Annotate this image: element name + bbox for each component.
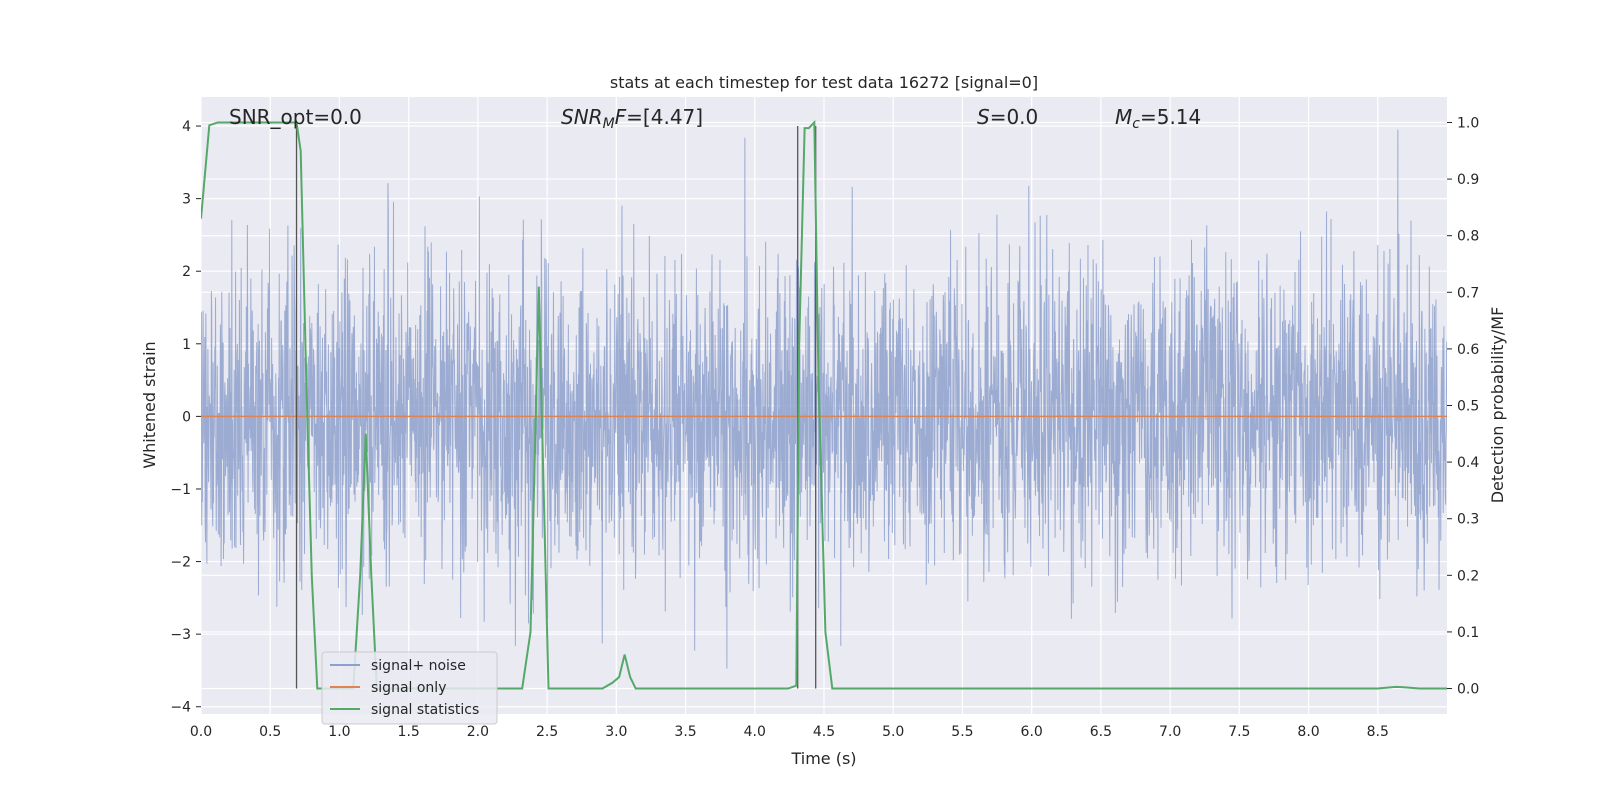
y-tick-label-right: 1.0 [1457,115,1479,131]
y-tick-label-left: 0 [182,409,191,425]
annotation-snr-mf: SNRMF=[4.47] [561,105,703,132]
y-tick-label-right: 0.1 [1457,625,1479,641]
y-tick-label-right: 0.7 [1457,285,1479,301]
mc-sub: c [1132,116,1140,132]
y-tick-label-right: 0.2 [1457,568,1479,584]
annotation-snr-opt: SNR_opt=0.0 [229,105,362,129]
mc-value: =5.14 [1140,105,1201,129]
y-tick-label-left: −1 [170,482,191,498]
x-tick-label: 4.0 [744,724,766,740]
x-tick-label: 3.5 [674,724,696,740]
x-tick-label: 7.5 [1228,724,1250,740]
snr-mf-base: SNR [561,105,603,129]
y-tick-label-left: −3 [170,627,191,643]
legend-box [321,651,498,725]
y-tick-label-left: −4 [170,700,191,716]
legend-label-stats: signal statistics [371,702,479,718]
y-tick-label-left: 3 [182,192,191,208]
x-tick-label: 1.5 [398,724,420,740]
annotation-s: S=0.0 [977,105,1038,129]
snr-mf-value: =[4.47] [626,105,703,129]
y-tick-label-left: 4 [182,119,191,135]
s-value: =0.0 [990,105,1039,129]
legend: signal+ noise signal only signal statist… [321,651,498,725]
signal-statistics-layer [201,120,1447,690]
legend-label-signal: signal only [371,680,446,696]
x-tick-label: 1.0 [328,724,350,740]
y-axis-label-left: Whitened strain [140,341,159,468]
x-tick-label: 3.0 [605,724,627,740]
legend-label-noise: signal+ noise [371,658,466,674]
y-tick-label-right: 0.0 [1457,682,1479,698]
y-tick-label-right: 0.4 [1457,455,1479,471]
x-tick-label: 7.0 [1159,724,1181,740]
tick-labels: 0.0 0.5 1.0 1.5 2.0 2.5 3.0 3.5 4.0 4.5 5.0 5.5 6.0 6… [170,115,1479,740]
x-tick-label: 5.0 [882,724,904,740]
x-tick-label: 8.0 [1297,724,1319,740]
x-axis-label: Time (s) [790,749,856,768]
mc-base: M [1115,105,1132,129]
x-tick-label: 6.5 [1090,724,1112,740]
series-line-signal-noise [201,129,1447,669]
snr-mf-sub1: M [603,116,615,132]
y-tick-label-right: 0.3 [1457,512,1479,528]
snr-mf-sub2: F [615,105,627,129]
x-tick-label: 6.0 [1021,724,1043,740]
x-tick-label: 2.5 [536,724,558,740]
series-layer [201,129,1447,669]
y-tick-label-right: 0.8 [1457,229,1479,245]
x-tick-label: 0.5 [259,724,281,740]
x-tick-label: 0.0 [190,724,212,740]
x-tick-label: 2.0 [467,724,489,740]
x-tick-label: 4.5 [813,724,835,740]
y-tick-label-right: 0.6 [1457,342,1479,358]
y-tick-label-left: 2 [182,264,191,280]
y-tick-label-left: 1 [182,337,191,353]
annotation-mc: Mc=5.14 [1115,105,1201,132]
y-tick-label-right: 0.9 [1457,172,1479,188]
chart-title: stats at each timestep for test data 162… [610,73,1038,92]
x-tick-label: 8.5 [1367,724,1389,740]
y-tick-label-left: −2 [170,555,191,571]
s-base: S [977,105,990,129]
y-axis-label-right: Detection probability/MF [1488,307,1507,504]
series-line-signal-statistics [201,120,1447,690]
x-tick-label: 5.5 [951,724,973,740]
y-tick-label-right: 0.5 [1457,399,1479,415]
